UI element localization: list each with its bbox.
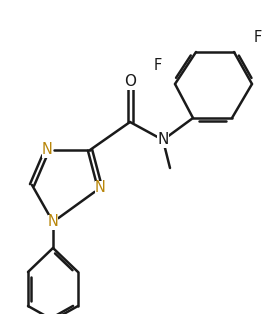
Text: O: O [124,74,136,89]
Text: N: N [157,133,169,148]
Text: F: F [154,58,162,73]
Text: F: F [254,30,262,46]
Text: N: N [95,181,106,196]
Text: N: N [48,214,58,230]
Text: N: N [42,143,52,158]
